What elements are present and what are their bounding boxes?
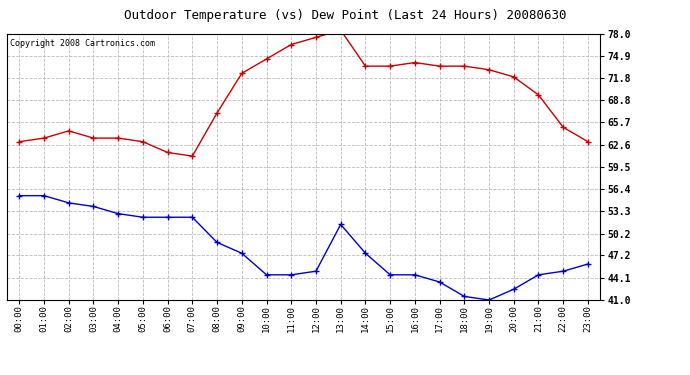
Text: Outdoor Temperature (vs) Dew Point (Last 24 Hours) 20080630: Outdoor Temperature (vs) Dew Point (Last…: [124, 9, 566, 22]
Text: Copyright 2008 Cartronics.com: Copyright 2008 Cartronics.com: [10, 39, 155, 48]
